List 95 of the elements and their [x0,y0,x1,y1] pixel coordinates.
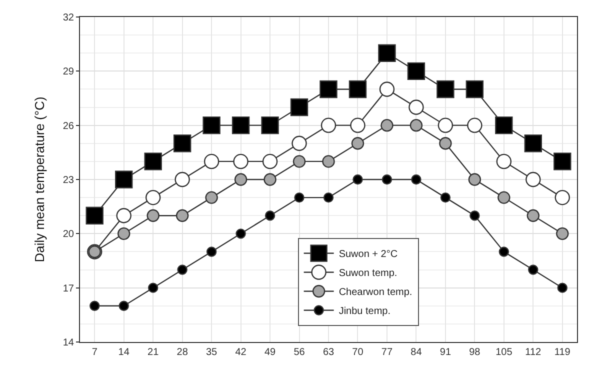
x-tick-label: 63 [322,347,334,358]
point [350,118,366,133]
point [204,154,220,170]
legend-label: Suwon + 2°C [338,249,398,260]
x-tick-label: 70 [352,347,364,358]
point [467,118,482,133]
point [233,154,248,170]
point [176,209,189,222]
point [498,191,510,204]
point [118,300,129,311]
point [495,116,513,134]
point [205,191,218,204]
x-tick-label: 98 [469,347,481,358]
point [436,80,454,98]
x-tick-label: 91 [440,347,452,358]
point [380,118,394,132]
point [174,172,190,188]
x-tick-label: 7 [92,347,98,358]
y-axis-title: Daily mean temperature (°C) [32,96,47,262]
point [554,152,572,170]
point [294,192,304,203]
x-tick-label: 14 [118,347,130,358]
y-tick-label: 29 [62,66,74,78]
point [411,174,422,185]
point [261,116,279,134]
point [148,282,158,293]
point [439,137,452,150]
point [496,154,512,170]
point [526,209,540,222]
point [351,137,364,150]
x-tick-label: 77 [381,347,393,358]
point [292,155,306,168]
point [236,228,246,239]
point [202,116,220,134]
x-tick-label: 35 [206,347,218,358]
y-tick-label: 20 [62,229,74,240]
point [146,209,160,222]
x-tick-label: 21 [148,347,160,358]
point [173,134,192,152]
point [407,62,426,80]
point [320,80,338,98]
point [320,118,336,133]
point [470,210,480,221]
y-tick-label: 32 [62,12,74,24]
point [262,154,278,170]
point [379,82,395,97]
point [410,118,423,132]
point [524,134,542,152]
point [206,246,217,257]
point [378,44,396,62]
point [323,192,334,203]
x-tick-label: 84 [410,347,422,358]
x-tick-label: 28 [176,347,188,358]
point [554,190,570,206]
point [498,246,510,257]
x-tick-label: 119 [554,347,571,358]
legend-label: Suwon temp. [338,268,398,280]
legend-label: Jinbu temp. [338,306,391,318]
point [348,80,367,98]
y-tick-label: 17 [62,283,74,294]
point [118,227,130,240]
point [264,173,276,186]
legend-label: Chearwon temp. [338,287,412,298]
point [468,173,482,186]
point [145,190,161,206]
point [352,174,363,185]
point [264,210,276,221]
x-tick-label: 42 [235,347,247,358]
point [440,192,451,203]
point [408,100,424,115]
y-tick-label: 23 [62,175,74,186]
y-tick-label: 26 [62,120,74,132]
y-tick-label: 14 [62,338,74,348]
point [528,264,538,275]
point [382,174,392,185]
point [438,118,454,133]
point [144,152,162,170]
point [90,300,100,311]
point [116,208,132,224]
point [177,264,188,275]
x-tick-label: 56 [294,347,306,358]
point [466,80,484,98]
point [290,98,308,116]
point [557,282,568,293]
point [322,155,335,168]
point [234,173,248,186]
point [86,206,104,224]
x-tick-label: 112 [525,347,542,358]
x-tick-label: 49 [264,347,276,358]
point [556,227,569,240]
point [115,170,133,188]
x-tick-label: 105 [496,347,513,358]
point [232,116,250,134]
point [526,172,541,188]
point [292,136,307,151]
